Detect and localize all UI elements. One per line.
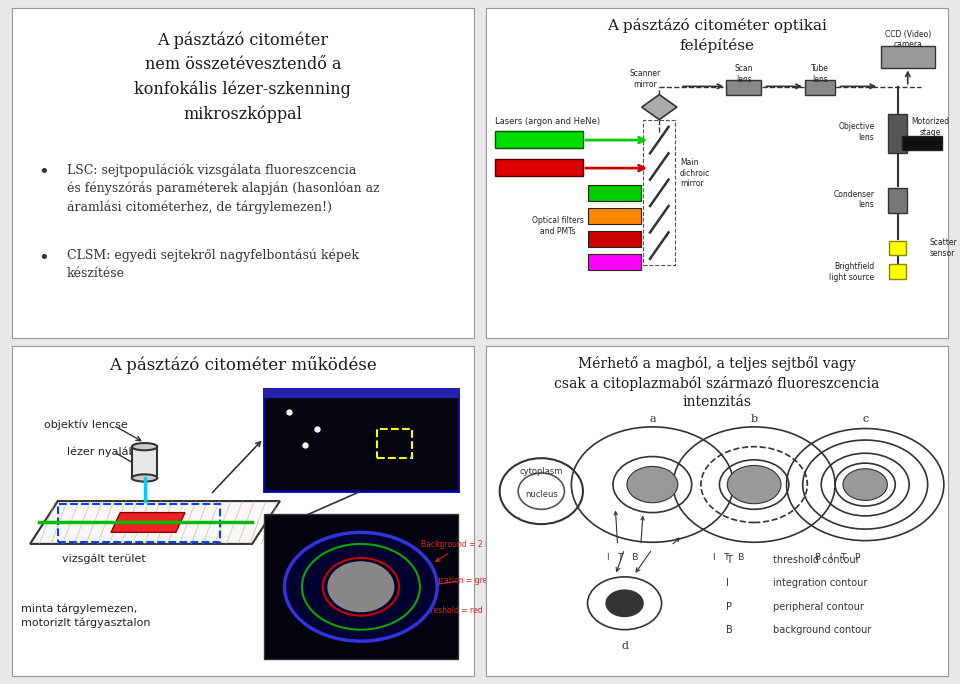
- Bar: [495, 159, 583, 176]
- Bar: [881, 46, 935, 68]
- Ellipse shape: [307, 547, 414, 627]
- Text: A pásztázó citométer
nem összetévesztendő a
konfokális lézer-szkenning
mikroszkó: A pásztázó citométer nem összetévesztend…: [134, 31, 351, 123]
- Text: Objective
lens: Objective lens: [838, 122, 875, 142]
- Bar: [888, 188, 907, 213]
- Bar: [588, 209, 640, 224]
- Text: objektív lencse: objektív lencse: [44, 420, 128, 430]
- Bar: [805, 80, 835, 95]
- Text: B   I   T   P: B I T P: [815, 553, 860, 562]
- Text: peripheral contour: peripheral contour: [773, 601, 864, 611]
- Text: •: •: [38, 249, 49, 267]
- Text: Mérhető a magból, a teljes sejtből vagy
csak a citoplazmaból származó fluoreszce: Mérhető a magból, a teljes sejtből vagy …: [555, 356, 879, 409]
- Text: Scan
lens: Scan lens: [734, 64, 754, 84]
- Bar: [377, 428, 412, 458]
- Text: d: d: [621, 641, 628, 651]
- Bar: [495, 131, 583, 148]
- Text: background contour: background contour: [773, 624, 871, 635]
- Text: Optical filters
and PMTs: Optical filters and PMTs: [532, 216, 584, 235]
- Text: CCD (Video)
camera: CCD (Video) camera: [884, 30, 931, 49]
- Text: I: I: [727, 579, 730, 588]
- Text: integration contour: integration contour: [773, 579, 867, 588]
- Text: Scanner
mirror: Scanner mirror: [630, 69, 661, 89]
- Text: Threshold = red: Threshold = red: [404, 606, 483, 615]
- Text: cytoplasm: cytoplasm: [519, 467, 563, 476]
- Text: lézer nyaláb: lézer nyaláb: [67, 447, 135, 457]
- Text: b: b: [751, 414, 757, 423]
- Text: A pásztázó citométer optikai
felépítése: A pásztázó citométer optikai felépítése: [607, 18, 828, 53]
- Text: nucleus: nucleus: [525, 490, 558, 499]
- Text: Motorized
stage: Motorized stage: [911, 117, 949, 137]
- Text: P: P: [727, 601, 732, 611]
- Ellipse shape: [843, 469, 887, 501]
- Text: c: c: [862, 414, 868, 423]
- Ellipse shape: [327, 562, 395, 612]
- Text: vizsgált terület: vizsgált terület: [62, 553, 146, 564]
- Text: I   T   B: I T B: [607, 553, 638, 562]
- Ellipse shape: [132, 443, 157, 450]
- Text: LSC: sejtpopulációk vizsgálata fluoreszcencia
és fényszórás paraméterek alapján : LSC: sejtpopulációk vizsgálata fluoreszc…: [67, 163, 379, 214]
- Text: a: a: [649, 414, 656, 423]
- Text: B: B: [727, 624, 733, 635]
- Bar: [264, 389, 458, 491]
- Text: minta tárgylemezen,
motorizlt tárgyasztalon: minta tárgylemezen, motorizlt tárgyaszta…: [21, 603, 151, 628]
- Text: threshold contour: threshold contour: [773, 555, 859, 566]
- Text: T: T: [727, 555, 732, 566]
- Text: I   T   B: I T B: [713, 553, 744, 562]
- Text: Scatter
sensor: Scatter sensor: [930, 238, 958, 258]
- Ellipse shape: [627, 466, 678, 503]
- Bar: [264, 389, 458, 397]
- Text: •: •: [38, 163, 49, 181]
- Ellipse shape: [728, 465, 781, 503]
- Text: CLSM: egyedi sejtekről nagyfelbontású képek
készítése: CLSM: egyedi sejtekről nagyfelbontású ké…: [67, 249, 359, 280]
- Text: A pásztázó citométer működése: A pásztázó citométer működése: [109, 356, 376, 374]
- Circle shape: [284, 532, 437, 641]
- Polygon shape: [641, 94, 677, 120]
- Circle shape: [606, 590, 643, 616]
- Ellipse shape: [132, 474, 157, 482]
- Bar: [643, 120, 676, 265]
- Text: Lasers (argon and HeNe): Lasers (argon and HeNe): [495, 118, 600, 127]
- Polygon shape: [111, 512, 185, 532]
- Text: Background = 2 blue: Background = 2 blue: [421, 540, 502, 562]
- Bar: [727, 80, 761, 95]
- Bar: [264, 514, 458, 659]
- Bar: [902, 136, 942, 150]
- Bar: [588, 254, 640, 270]
- Bar: [132, 447, 157, 478]
- Bar: [889, 264, 906, 278]
- Text: Integration = green: Integration = green: [421, 577, 497, 588]
- Bar: [888, 114, 907, 153]
- Bar: [588, 185, 640, 201]
- Polygon shape: [30, 501, 280, 544]
- Text: Brightfield
light source: Brightfield light source: [829, 262, 875, 282]
- Text: Condenser
lens: Condenser lens: [833, 189, 875, 209]
- Text: Tube
lens: Tube lens: [811, 64, 828, 84]
- Text: Main
dichroic
mirror: Main dichroic mirror: [680, 158, 710, 188]
- Bar: [889, 241, 906, 256]
- Bar: [588, 231, 640, 247]
- Bar: [58, 504, 220, 542]
